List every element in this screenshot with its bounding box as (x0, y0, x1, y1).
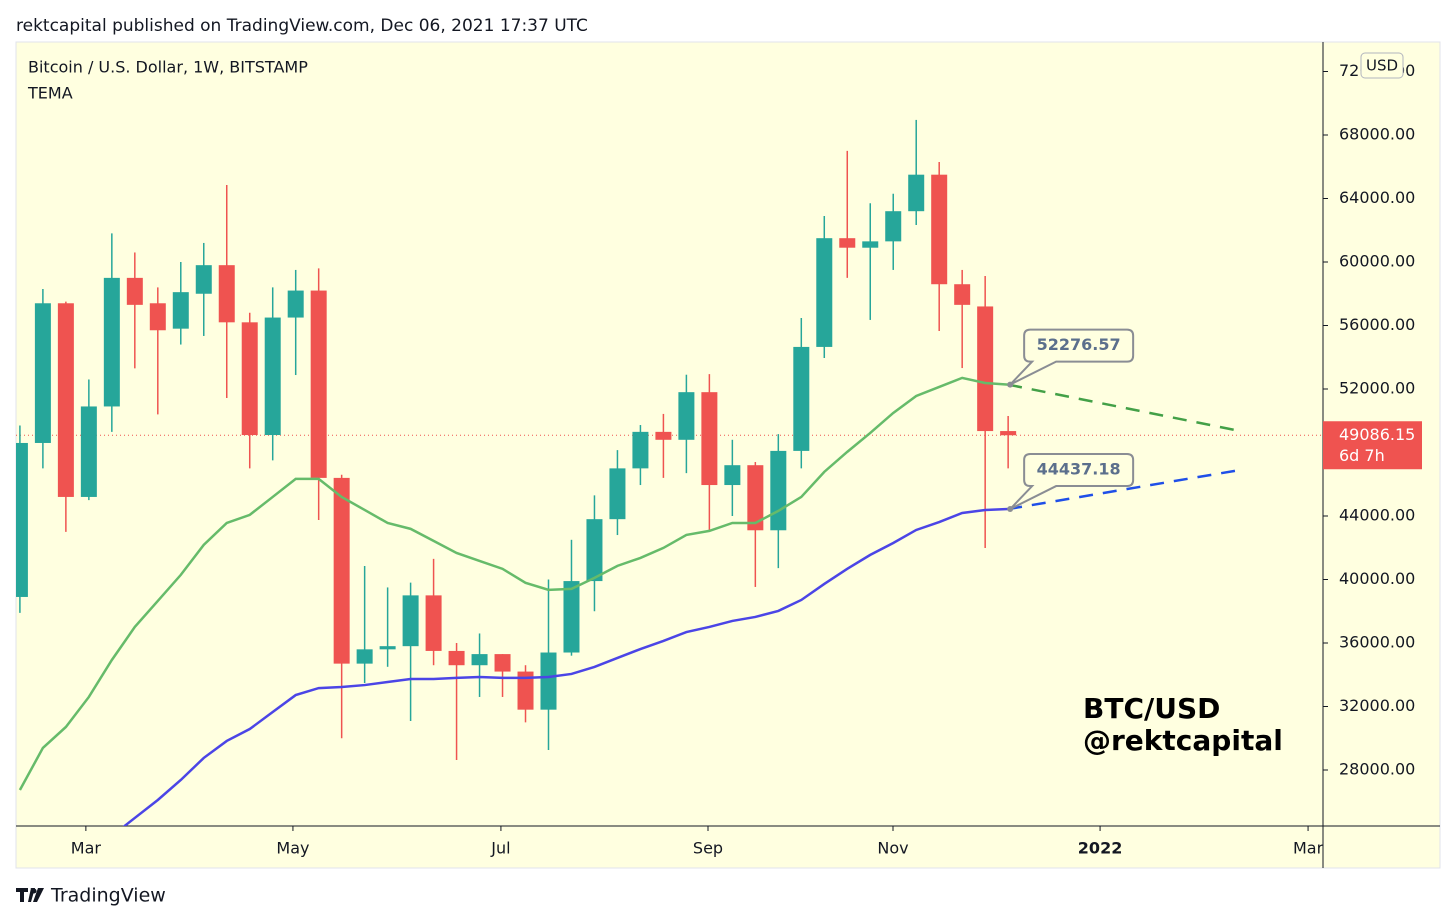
candle-body (172, 292, 189, 329)
candle-body (103, 277, 120, 407)
y-tick-label: 40000.00 (1339, 569, 1415, 588)
x-tick-label: Mar (1293, 839, 1324, 858)
candle-body (770, 450, 787, 531)
callout (1009, 453, 1135, 510)
header: rektcapital published on TradingView.com… (16, 16, 588, 36)
candle-body (747, 465, 764, 531)
candle-body (126, 277, 143, 305)
candle-body (885, 211, 902, 242)
price-tag (1323, 421, 1422, 470)
callout-anchor (1007, 506, 1014, 513)
currency-badge[interactable] (1360, 52, 1404, 79)
candle-body (816, 238, 833, 347)
candle-body (218, 265, 235, 323)
y-tick-label: 28000.00 (1339, 759, 1415, 778)
candle-body (678, 392, 695, 440)
plot (16, 119, 1323, 826)
candle-body (540, 652, 557, 710)
candle-body (57, 303, 74, 497)
price-tag-value: 49086.15 (1339, 425, 1415, 444)
tema-line (18, 376, 1009, 791)
y-tick-label: 52000.00 (1339, 378, 1415, 397)
callout (1009, 328, 1135, 386)
y-tick-label: 64000.00 (1339, 188, 1415, 207)
indicator-label: TEMA (27, 84, 73, 103)
candle-body (517, 671, 534, 710)
candle-body (195, 265, 212, 294)
x-tick-label: Sep (693, 839, 723, 858)
currency-label[interactable]: USD (1366, 57, 1398, 75)
candle-body (839, 238, 856, 248)
trend-line (1007, 383, 1241, 433)
candle-body (862, 241, 879, 248)
footer: TradingView (50, 885, 166, 907)
candle-body (379, 646, 396, 650)
logo-icon (16, 888, 44, 902)
candle-body (310, 290, 327, 478)
candle-body (241, 322, 258, 436)
candle-body (954, 284, 971, 305)
candle-body (586, 519, 603, 582)
candle-body (908, 174, 925, 212)
candle-body (1000, 431, 1017, 436)
candle-body (287, 290, 304, 318)
x-tick-label: 2022 (1078, 839, 1123, 858)
candle-body (494, 654, 511, 672)
candle-body (655, 431, 672, 440)
candle-body (609, 468, 626, 520)
price-tag-countdown: 6d 7h (1339, 446, 1385, 465)
callout-label: 52276.57 (1037, 335, 1121, 354)
candle-body (16, 442, 28, 597)
logo-dot (31, 888, 37, 894)
y-tick-label: 36000.00 (1339, 632, 1415, 651)
candle-body (356, 649, 373, 664)
candle-body (701, 392, 718, 486)
y-tick-label: 60000.00 (1339, 251, 1415, 270)
callout-anchor (1007, 381, 1014, 388)
y-tick-label: 56000.00 (1339, 315, 1415, 334)
watermark: BTC/USD (1083, 692, 1220, 725)
callout-label: 44437.18 (1037, 460, 1121, 479)
candle-body (80, 406, 97, 497)
tradingview-logo (16, 888, 44, 902)
chart-background (15, 41, 1441, 869)
candle-body (793, 346, 810, 451)
chart-title: Bitcoin / U.S. Dollar, 1W, BITSTAMP (28, 58, 308, 77)
y-tick-label: 68000.00 (1339, 124, 1415, 143)
candle-body (425, 595, 442, 651)
candle-body (931, 174, 948, 285)
candle-body (448, 650, 465, 666)
candle-body (402, 595, 419, 647)
x-tick-label: Jul (490, 839, 510, 858)
x-tick-label: Mar (71, 839, 102, 858)
candle-body (264, 317, 281, 436)
candle-body (563, 581, 580, 653)
candle-body (977, 306, 994, 432)
candle-body (724, 465, 741, 486)
candle-body (632, 431, 649, 469)
candle-body (471, 654, 488, 666)
watermark: @rektcapital (1083, 724, 1283, 757)
candle-body (333, 477, 350, 664)
x-tick-label: May (276, 839, 309, 858)
x-tick-label: Nov (877, 839, 908, 858)
tema-line (122, 507, 1009, 826)
candle-body (149, 303, 166, 331)
y-tick-label: 32000.00 (1339, 696, 1415, 715)
y-tick-label: 44000.00 (1339, 505, 1415, 524)
trend-line (1007, 468, 1241, 511)
candle-body (34, 303, 51, 443)
